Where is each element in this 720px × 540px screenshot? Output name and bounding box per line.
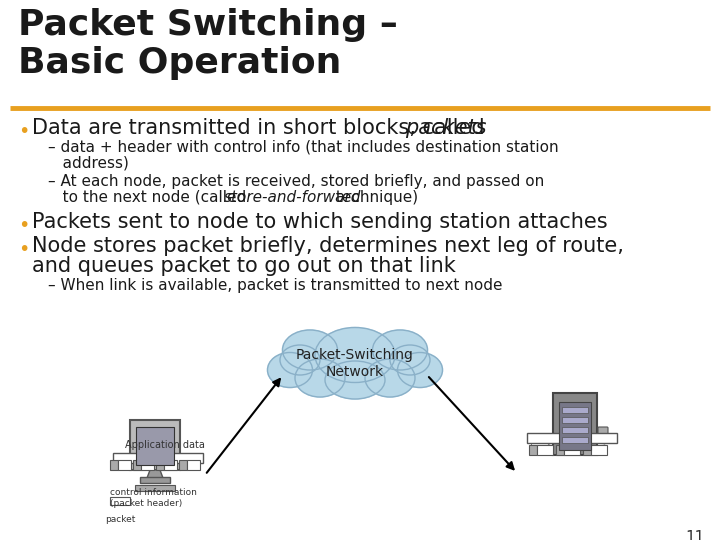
Text: – When link is available, packet is transmitted to next node: – When link is available, packet is tran… [48,278,503,293]
FancyBboxPatch shape [110,497,130,505]
Ellipse shape [365,359,415,397]
Text: address): address) [48,156,129,171]
Text: •: • [18,122,30,141]
Ellipse shape [390,345,430,375]
Ellipse shape [268,353,312,388]
FancyBboxPatch shape [130,420,180,470]
Ellipse shape [325,361,385,399]
Text: – data + header with control info (that includes destination station: – data + header with control info (that … [48,140,559,155]
FancyBboxPatch shape [179,460,187,470]
Text: Data are transmitted in short blocks, called: Data are transmitted in short blocks, ca… [32,118,491,138]
Text: and queues packet to go out on that link: and queues packet to go out on that link [32,256,456,276]
FancyBboxPatch shape [141,460,154,470]
Ellipse shape [295,359,345,397]
FancyBboxPatch shape [187,460,200,470]
Text: Basic Operation: Basic Operation [18,46,341,80]
FancyBboxPatch shape [553,393,597,455]
FancyBboxPatch shape [562,437,588,443]
Polygon shape [147,470,163,478]
FancyBboxPatch shape [559,402,591,450]
Text: Packets sent to node to which sending station attaches: Packets sent to node to which sending st… [32,212,608,232]
FancyBboxPatch shape [598,427,608,441]
Ellipse shape [282,330,338,370]
FancyBboxPatch shape [164,460,177,470]
FancyBboxPatch shape [562,427,588,433]
FancyBboxPatch shape [583,445,591,455]
Text: Network: Network [326,365,384,379]
FancyBboxPatch shape [562,417,588,423]
FancyBboxPatch shape [537,445,553,455]
FancyBboxPatch shape [118,460,131,470]
FancyBboxPatch shape [135,485,175,491]
Text: Node stores packet briefly, determines next leg of route,: Node stores packet briefly, determines n… [32,236,624,256]
Text: •: • [18,216,30,235]
Text: (packet header): (packet header) [110,499,182,508]
FancyBboxPatch shape [136,427,174,465]
Text: Application data: Application data [125,440,205,450]
FancyBboxPatch shape [591,445,607,455]
Text: to the next node (called: to the next node (called [48,190,251,205]
Text: •: • [18,240,30,259]
Ellipse shape [397,353,443,388]
Text: 11: 11 [685,530,705,540]
Text: store-and-forward: store-and-forward [223,190,361,205]
FancyBboxPatch shape [562,407,588,413]
Text: Packet Switching –: Packet Switching – [18,8,398,42]
FancyBboxPatch shape [133,460,141,470]
Text: technique): technique) [330,190,418,205]
Text: – At each node, packet is received, stored briefly, and passed on: – At each node, packet is received, stor… [48,174,544,189]
Text: packets: packets [405,118,486,138]
FancyBboxPatch shape [564,445,580,455]
Ellipse shape [372,330,428,370]
Text: Packet-Switching: Packet-Switching [296,348,414,362]
Ellipse shape [280,345,320,375]
FancyBboxPatch shape [140,477,170,483]
FancyBboxPatch shape [527,433,617,443]
Ellipse shape [315,327,395,382]
Text: packet: packet [105,515,135,524]
FancyBboxPatch shape [113,453,203,463]
FancyBboxPatch shape [110,460,118,470]
Text: control information: control information [110,488,197,497]
FancyBboxPatch shape [529,445,537,455]
FancyBboxPatch shape [156,460,164,470]
FancyBboxPatch shape [556,445,564,455]
